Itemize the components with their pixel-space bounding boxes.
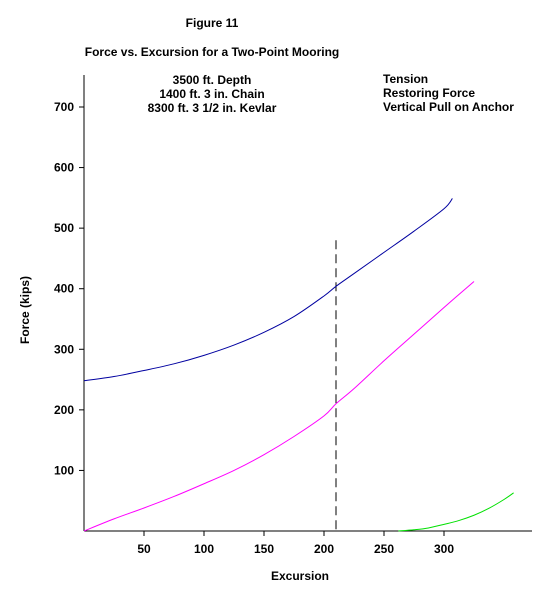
legend-restoring-force: Restoring Force [383, 86, 475, 100]
x-tick-label: 150 [254, 542, 274, 556]
y-tick-label: 600 [54, 161, 74, 175]
x-tick-label: 300 [434, 542, 454, 556]
x-tick-label: 200 [314, 542, 334, 556]
y-tick-label: 300 [54, 342, 74, 356]
figure-label: Figure 11 [186, 16, 239, 30]
x-tick-label: 100 [194, 542, 214, 556]
x-ticks: 50 100 150 200 250 300 [137, 531, 454, 556]
y-tick-label: 200 [54, 403, 74, 417]
subtitle-line-3: 8300 ft. 3 1/2 in. Kevlar [148, 101, 277, 115]
y-tick-label: 500 [54, 221, 74, 235]
series-line-tension [83, 198, 453, 382]
legend-vertical-pull: Vertical Pull on Anchor [383, 100, 514, 114]
y-ticks: 100 200 300 400 500 600 700 [54, 100, 84, 477]
y-tick-label: 700 [54, 100, 74, 114]
series-line-vertical-pull-on-anchor [398, 492, 514, 532]
y-tick-label: 400 [54, 282, 74, 296]
subtitle-line-1: 3500 ft. Depth [173, 73, 252, 87]
series-line-restoring-force [83, 281, 475, 532]
chart-title: Force vs. Excursion for a Two-Point Moor… [85, 45, 339, 59]
y-tick-label: 100 [54, 463, 74, 477]
x-tick-label: 250 [374, 542, 394, 556]
y-axis-label: Force (kips) [18, 276, 32, 344]
series-group [83, 198, 514, 532]
legend-tension: Tension [383, 72, 428, 86]
x-axis-label: Excursion [271, 569, 329, 583]
subtitle-line-2: 1400 ft. 3 in. Chain [159, 87, 264, 101]
x-tick-label: 50 [137, 542, 151, 556]
